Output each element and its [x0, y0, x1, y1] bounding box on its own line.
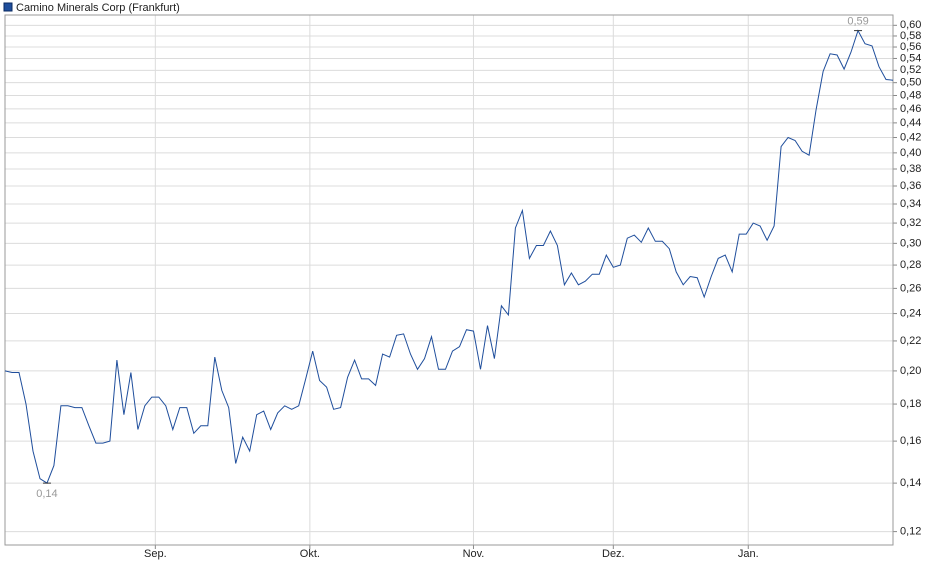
y-tick-label: 0,16: [900, 435, 921, 447]
x-tick-label: Nov.: [463, 548, 485, 560]
x-tick-label: Dez.: [602, 548, 625, 560]
y-tick-label: 0,34: [900, 198, 921, 210]
y-tick-label: 0,26: [900, 282, 921, 294]
y-tick-label: 0,48: [900, 89, 921, 101]
plot-frame: [4, 14, 894, 546]
y-tick-label: 0,36: [900, 180, 921, 192]
y-tick-label: 0,60: [900, 19, 921, 31]
y-tick-label: 0,44: [900, 117, 921, 129]
x-tick-label: Jan.: [738, 548, 759, 560]
y-tick-label: 0,52: [900, 64, 921, 76]
y-tick-label: 0,12: [900, 526, 921, 538]
legend-swatch: [3, 2, 13, 12]
y-tick-label: 0,46: [900, 103, 921, 115]
x-tick-label: Okt.: [300, 548, 320, 560]
y-tick-label: 0,30: [900, 237, 921, 249]
y-tick-label: 0,18: [900, 398, 921, 410]
y-tick-label: 0,24: [900, 307, 921, 319]
y-tick-label: 0,40: [900, 147, 921, 159]
y-tick-label: 0,20: [900, 365, 921, 377]
y-tick-label: 0,38: [900, 163, 921, 175]
annotation-label: 0,14: [36, 488, 57, 500]
y-tick-label: 0,42: [900, 131, 921, 143]
y-tick-label: 0,32: [900, 217, 921, 229]
y-tick-label: 0,22: [900, 335, 921, 347]
x-tick-label: Sep.: [144, 548, 167, 560]
y-tick-label: 0,50: [900, 77, 921, 89]
y-tick-label: 0,58: [900, 30, 921, 42]
legend-label: Camino Minerals Corp (Frankfurt): [16, 2, 180, 14]
annotation-label: 0,59: [847, 16, 868, 28]
y-tick-label: 0,54: [900, 52, 921, 64]
y-tick-label: 0,56: [900, 41, 921, 53]
y-tick-label: 0,14: [900, 477, 921, 489]
y-tick-label: 0,28: [900, 259, 921, 271]
price-line: [4, 29, 894, 484]
